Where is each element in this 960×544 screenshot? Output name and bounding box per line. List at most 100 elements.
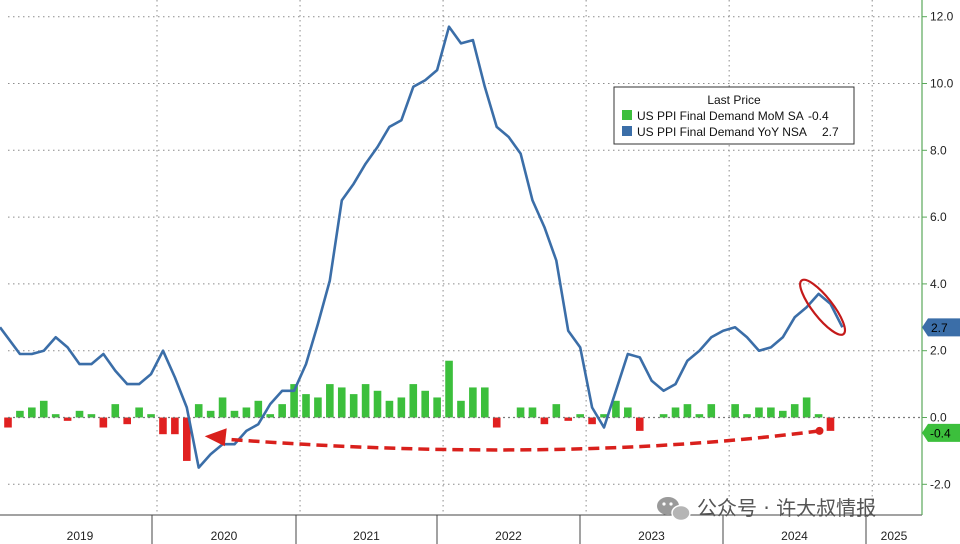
mom-bar: [814, 414, 823, 418]
watermark: 公众号 · 许大叔情报: [657, 496, 876, 522]
mom-bar: [230, 410, 239, 418]
mom-bar: [123, 417, 131, 425]
mom-bar: [385, 400, 394, 418]
mom-bar: [99, 417, 108, 428]
mom-bar: [135, 407, 143, 418]
mom-bar: [242, 407, 251, 418]
mom-bar: [266, 414, 275, 418]
line-last-badge: 2.7: [922, 318, 960, 337]
mom-bar: [4, 417, 12, 428]
mom-bar: [183, 417, 191, 461]
mom-bar: [779, 410, 787, 418]
mom-bar: [171, 417, 179, 435]
mom-bar: [16, 410, 24, 418]
mom-bar: [290, 384, 298, 418]
mom-bar: [111, 404, 120, 418]
mom-bar: [635, 417, 644, 431]
legend-value-yoy: 2.7: [822, 125, 839, 139]
year-label: 2020: [211, 529, 238, 543]
annotation-layer: [204, 278, 847, 452]
mom-bar: [278, 404, 286, 418]
y-tick-label: 8.0: [930, 143, 947, 157]
y-tick-label: 0.0: [930, 411, 947, 425]
mom-bar: [492, 417, 501, 428]
mom-bar: [361, 384, 370, 418]
mom-bar: [790, 404, 799, 418]
mom-bar: [540, 417, 549, 425]
year-label: 2025: [881, 529, 908, 543]
mom-bar: [707, 404, 716, 418]
y-tick-label: -2.0: [930, 477, 951, 491]
mom-bar: [683, 404, 692, 418]
mom-bar: [206, 410, 215, 418]
mom-bar: [302, 394, 310, 418]
year-label: 2023: [638, 529, 665, 543]
legend-swatch-yoy: [622, 126, 632, 136]
mom-bar: [445, 360, 453, 418]
mom-bar: [481, 387, 489, 418]
mom-bar: [826, 417, 835, 431]
mom-bar: [63, 417, 72, 421]
mom-bar: [87, 414, 96, 418]
mom-bar: [75, 410, 84, 418]
year-label: 2024: [781, 529, 808, 543]
grid-layer: [8, 0, 922, 515]
mom-bar: [564, 417, 573, 421]
y-tick-label: 10.0: [930, 77, 954, 91]
mom-bar: [314, 397, 322, 418]
mom-bar: [731, 404, 739, 418]
bar-last-badge-text: -0.4: [930, 426, 951, 440]
mom-bar: [588, 417, 596, 425]
mom-bar: [743, 414, 751, 418]
mom-bar: [659, 414, 668, 418]
y-tick-label: 6.0: [930, 210, 947, 224]
dashed-arrow: [226, 429, 820, 452]
mom-bar: [528, 407, 537, 418]
legend-label-mom: US PPI Final Demand MoM SA: [637, 109, 804, 123]
watermark-text: 公众号 · 许大叔情报: [697, 496, 876, 520]
mom-bar: [326, 384, 334, 418]
mom-bar: [469, 387, 477, 418]
y-tick-label: 4.0: [930, 277, 947, 291]
wechat-icon: [657, 497, 691, 522]
mom-bars: [4, 360, 835, 461]
mom-bar: [51, 414, 60, 418]
mom-bar: [254, 400, 263, 418]
mom-bar: [802, 397, 811, 418]
mom-bar: [433, 397, 441, 418]
mom-bar: [159, 417, 167, 435]
y-tick-label: 12.0: [930, 10, 954, 24]
mom-bar: [516, 407, 525, 418]
legend-header: Last Price: [707, 93, 761, 107]
mom-bar: [457, 400, 465, 418]
mom-bar: [695, 414, 704, 418]
year-label: 2022: [495, 529, 522, 543]
mom-bar: [28, 407, 36, 418]
bar-last-badge-bg: [922, 423, 960, 442]
mom-bar: [755, 407, 763, 418]
mom-bar: [612, 400, 620, 418]
mom-bar: [421, 390, 429, 418]
yoy-line: [0, 25, 844, 469]
y-tick-label: 2.0: [930, 344, 947, 358]
mom-bar: [337, 387, 346, 418]
year-label: 2019: [67, 529, 94, 543]
mom-bar: [767, 407, 775, 418]
mom-bar: [147, 414, 155, 418]
mom-bar: [671, 407, 680, 418]
mom-bar: [39, 400, 48, 418]
year-label: 2021: [353, 529, 380, 543]
highlight-ellipse: [799, 278, 847, 336]
mom-bar: [218, 397, 227, 418]
mom-bar: [576, 414, 584, 418]
mom-bar: [600, 414, 608, 418]
mom-bar: [624, 407, 632, 418]
arrow-origin-dot: [815, 426, 824, 435]
legend: Last Price US PPI Final Demand MoM SA -0…: [613, 86, 855, 145]
mom-bar: [373, 390, 382, 418]
line-last-badge-bg: [922, 318, 960, 337]
legend-swatch-mom: [622, 110, 632, 120]
legend-label-yoy: US PPI Final Demand YoY NSA: [637, 125, 807, 139]
